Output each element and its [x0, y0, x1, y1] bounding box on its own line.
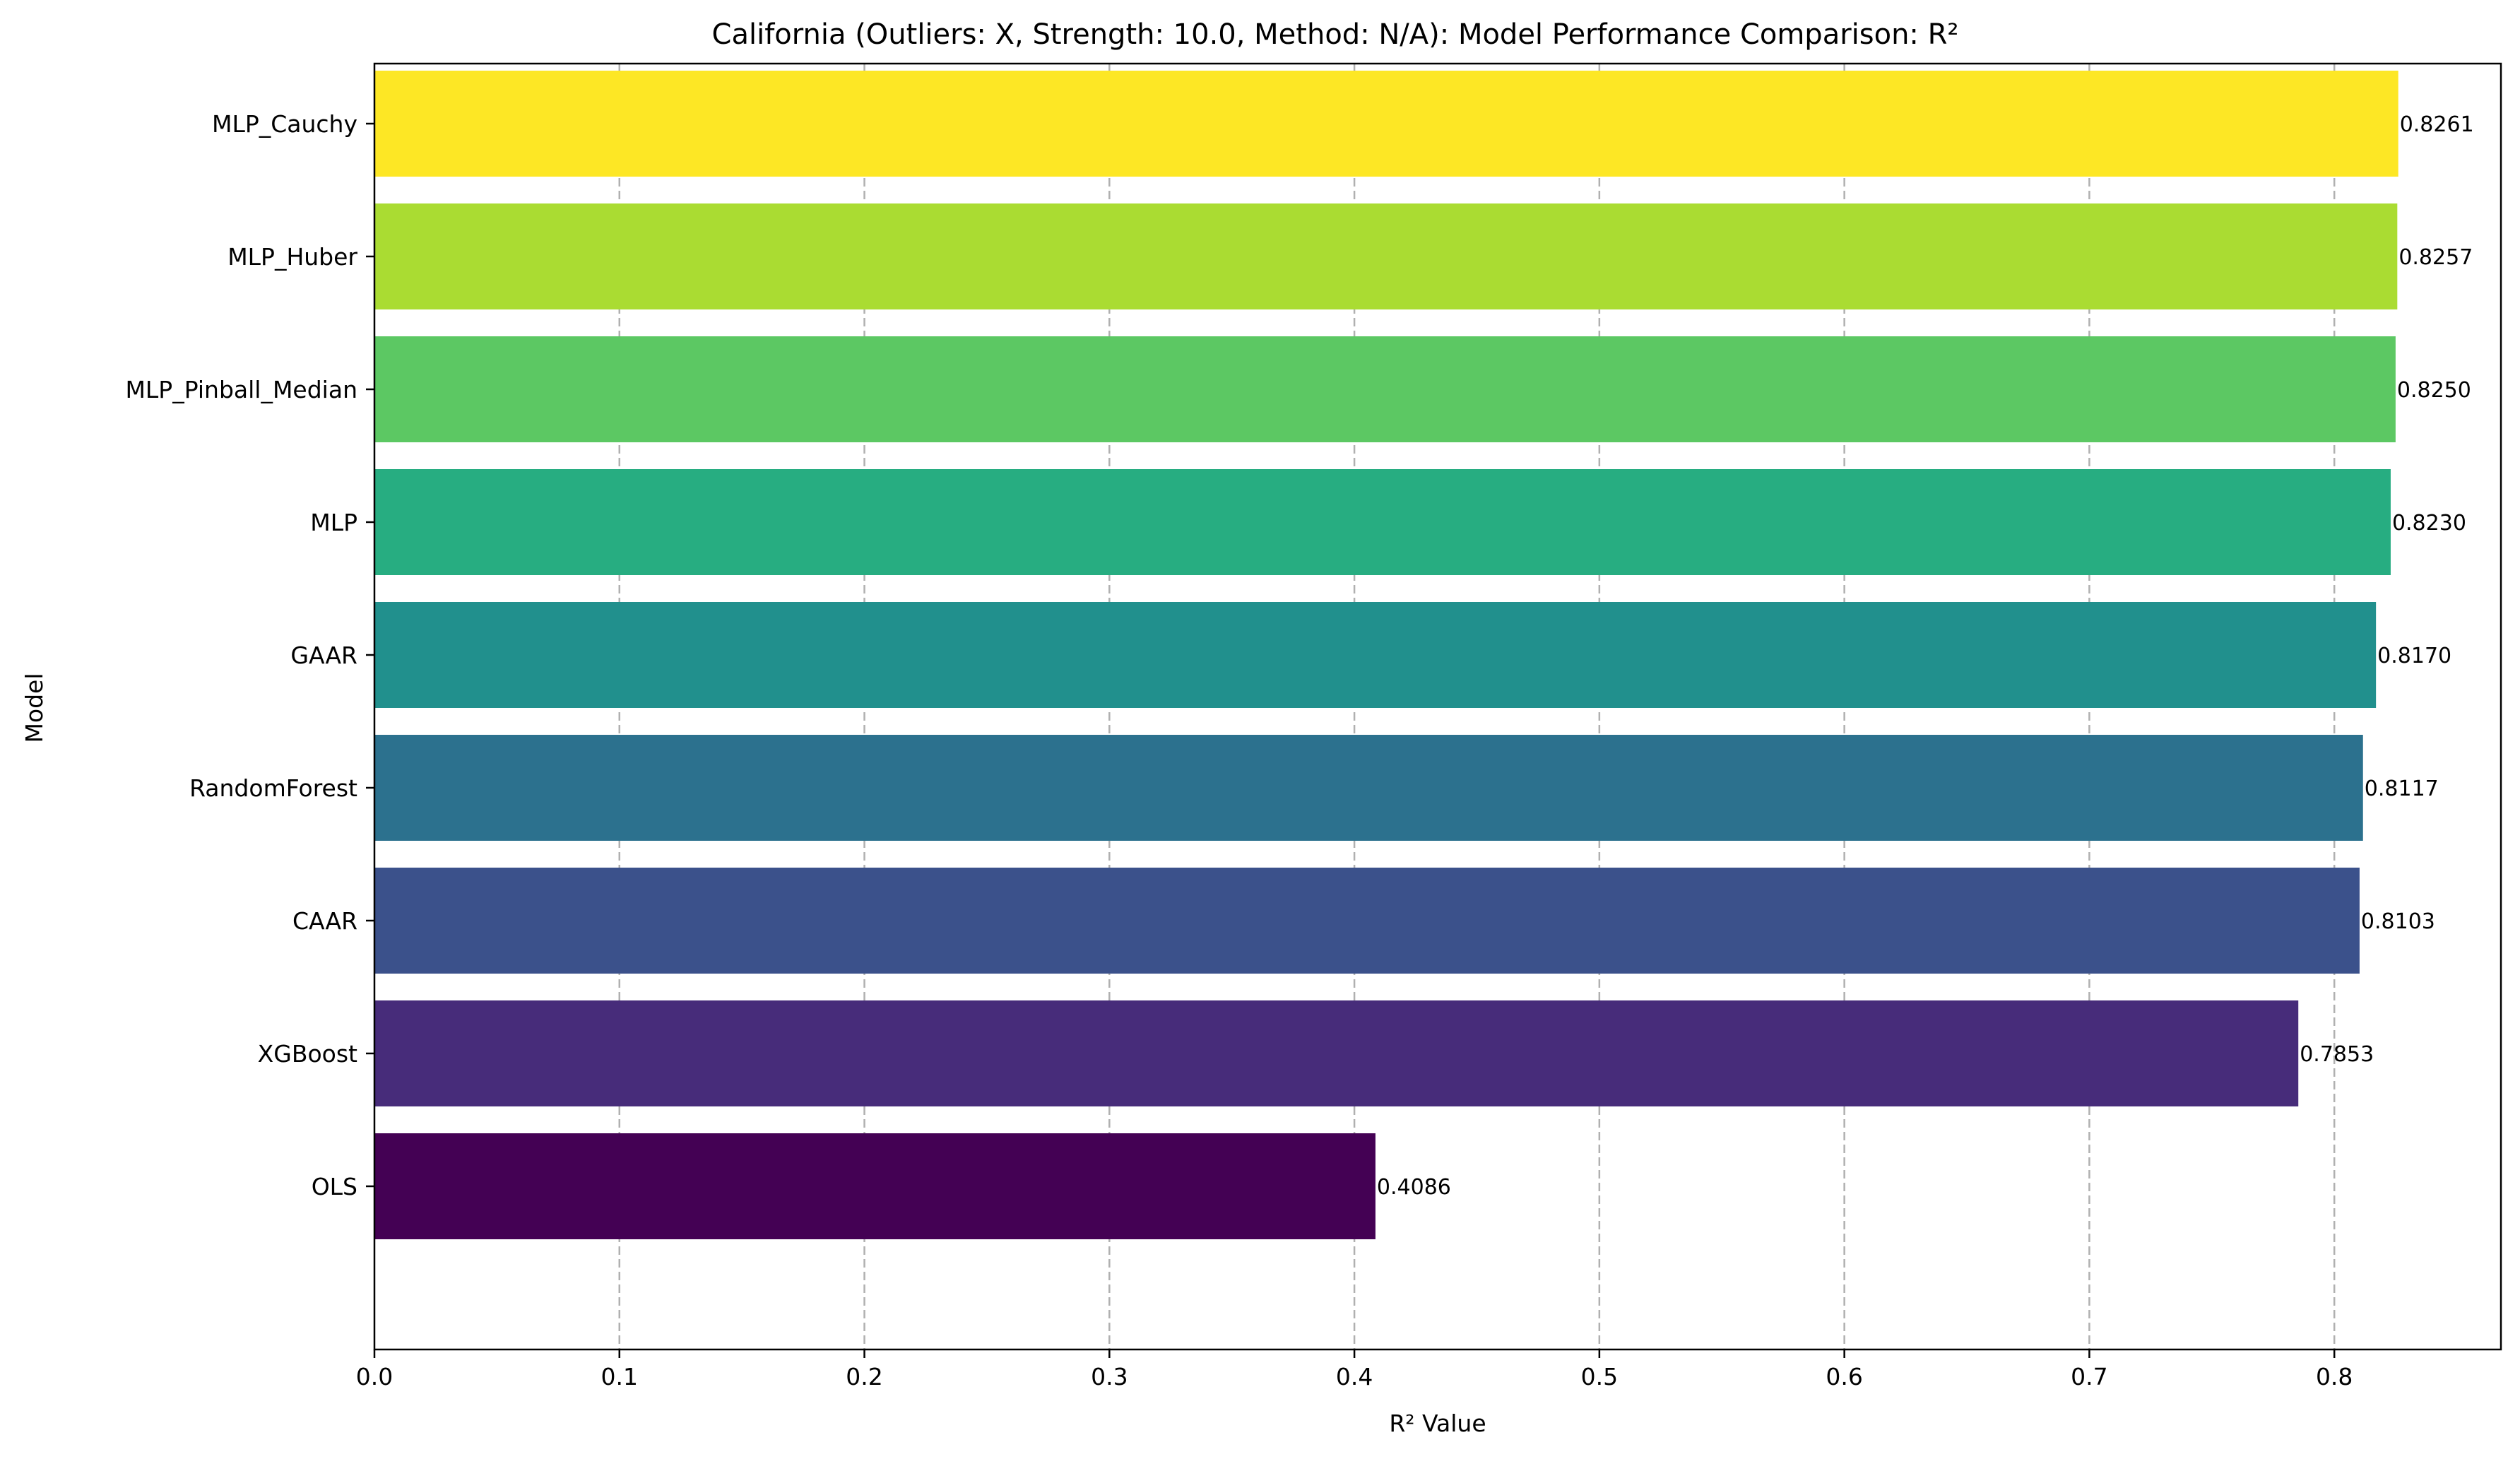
data-label: 0.8170 [2377, 644, 2451, 668]
data-label: 0.8103 [2361, 909, 2435, 934]
data-label: 0.8250 [2397, 378, 2471, 403]
x-tick-label: 0.1 [601, 1363, 638, 1390]
bar-caar [374, 868, 2360, 974]
bar-mlp-cauchy [374, 71, 2398, 177]
y-tick-label: GAAR [290, 642, 357, 669]
y-axis-label: Model [20, 673, 48, 743]
y-tick-label: CAAR [292, 907, 357, 935]
data-labels: 0.4086 0.7853 0.8103 0.8117 0.8170 0.8230 0.82… [1377, 112, 2474, 1200]
chart-title: California (Outliers: X, Strength: 10.0,… [712, 18, 1959, 51]
data-label: 0.4086 [1377, 1175, 1451, 1200]
plot-frame [373, 62, 2502, 1351]
bar-gaar [374, 602, 2377, 708]
x-axis-label: R² Value [1389, 1410, 1486, 1437]
x-tick-label: 0.2 [846, 1363, 882, 1390]
x-tick-label: 0.7 [2071, 1363, 2107, 1390]
y-tick-label: OLS [312, 1173, 357, 1200]
bar-mlp-pinball-median [374, 336, 2396, 442]
y-tick-label: XGBoost [258, 1040, 357, 1068]
x-tick-label: 0.3 [1091, 1363, 1128, 1390]
x-tick-label: 0.6 [1826, 1363, 1862, 1390]
bar-mlp [374, 469, 2391, 575]
bar-ols [374, 1133, 1376, 1239]
data-label: 0.8261 [2400, 112, 2474, 137]
x-axis-ticks: 0.0 0.1 0.2 0.3 0.4 0.5 0.6 0.7 0.8 [356, 1349, 2353, 1390]
bar-xgboost [374, 1000, 2299, 1106]
data-label: 0.8230 [2392, 511, 2466, 536]
y-tick-label: MLP_Huber [227, 243, 357, 271]
bar-randomforest [374, 735, 2363, 841]
data-label: 0.8257 [2398, 245, 2473, 270]
x-tick-label: 0.8 [2316, 1363, 2353, 1390]
bar-mlp-huber [374, 203, 2398, 309]
bars [374, 71, 2398, 1239]
x-tick-label: 0.0 [356, 1363, 393, 1390]
x-tick-label: 0.5 [1581, 1363, 1618, 1390]
data-label: 0.8117 [2365, 776, 2439, 801]
data-label: 0.7853 [2300, 1042, 2374, 1067]
y-tick-label: MLP_Cauchy [212, 110, 357, 138]
x-tick-label: 0.4 [1336, 1363, 1373, 1390]
y-tick-label: MLP [310, 509, 357, 536]
y-axis-ticks: OLS XGBoost CAAR RandomForest GAAR MLP MLP_Pin… [125, 110, 374, 1200]
y-tick-label: MLP_Pinball_Median [125, 376, 357, 403]
y-tick-label: RandomForest [189, 774, 357, 802]
